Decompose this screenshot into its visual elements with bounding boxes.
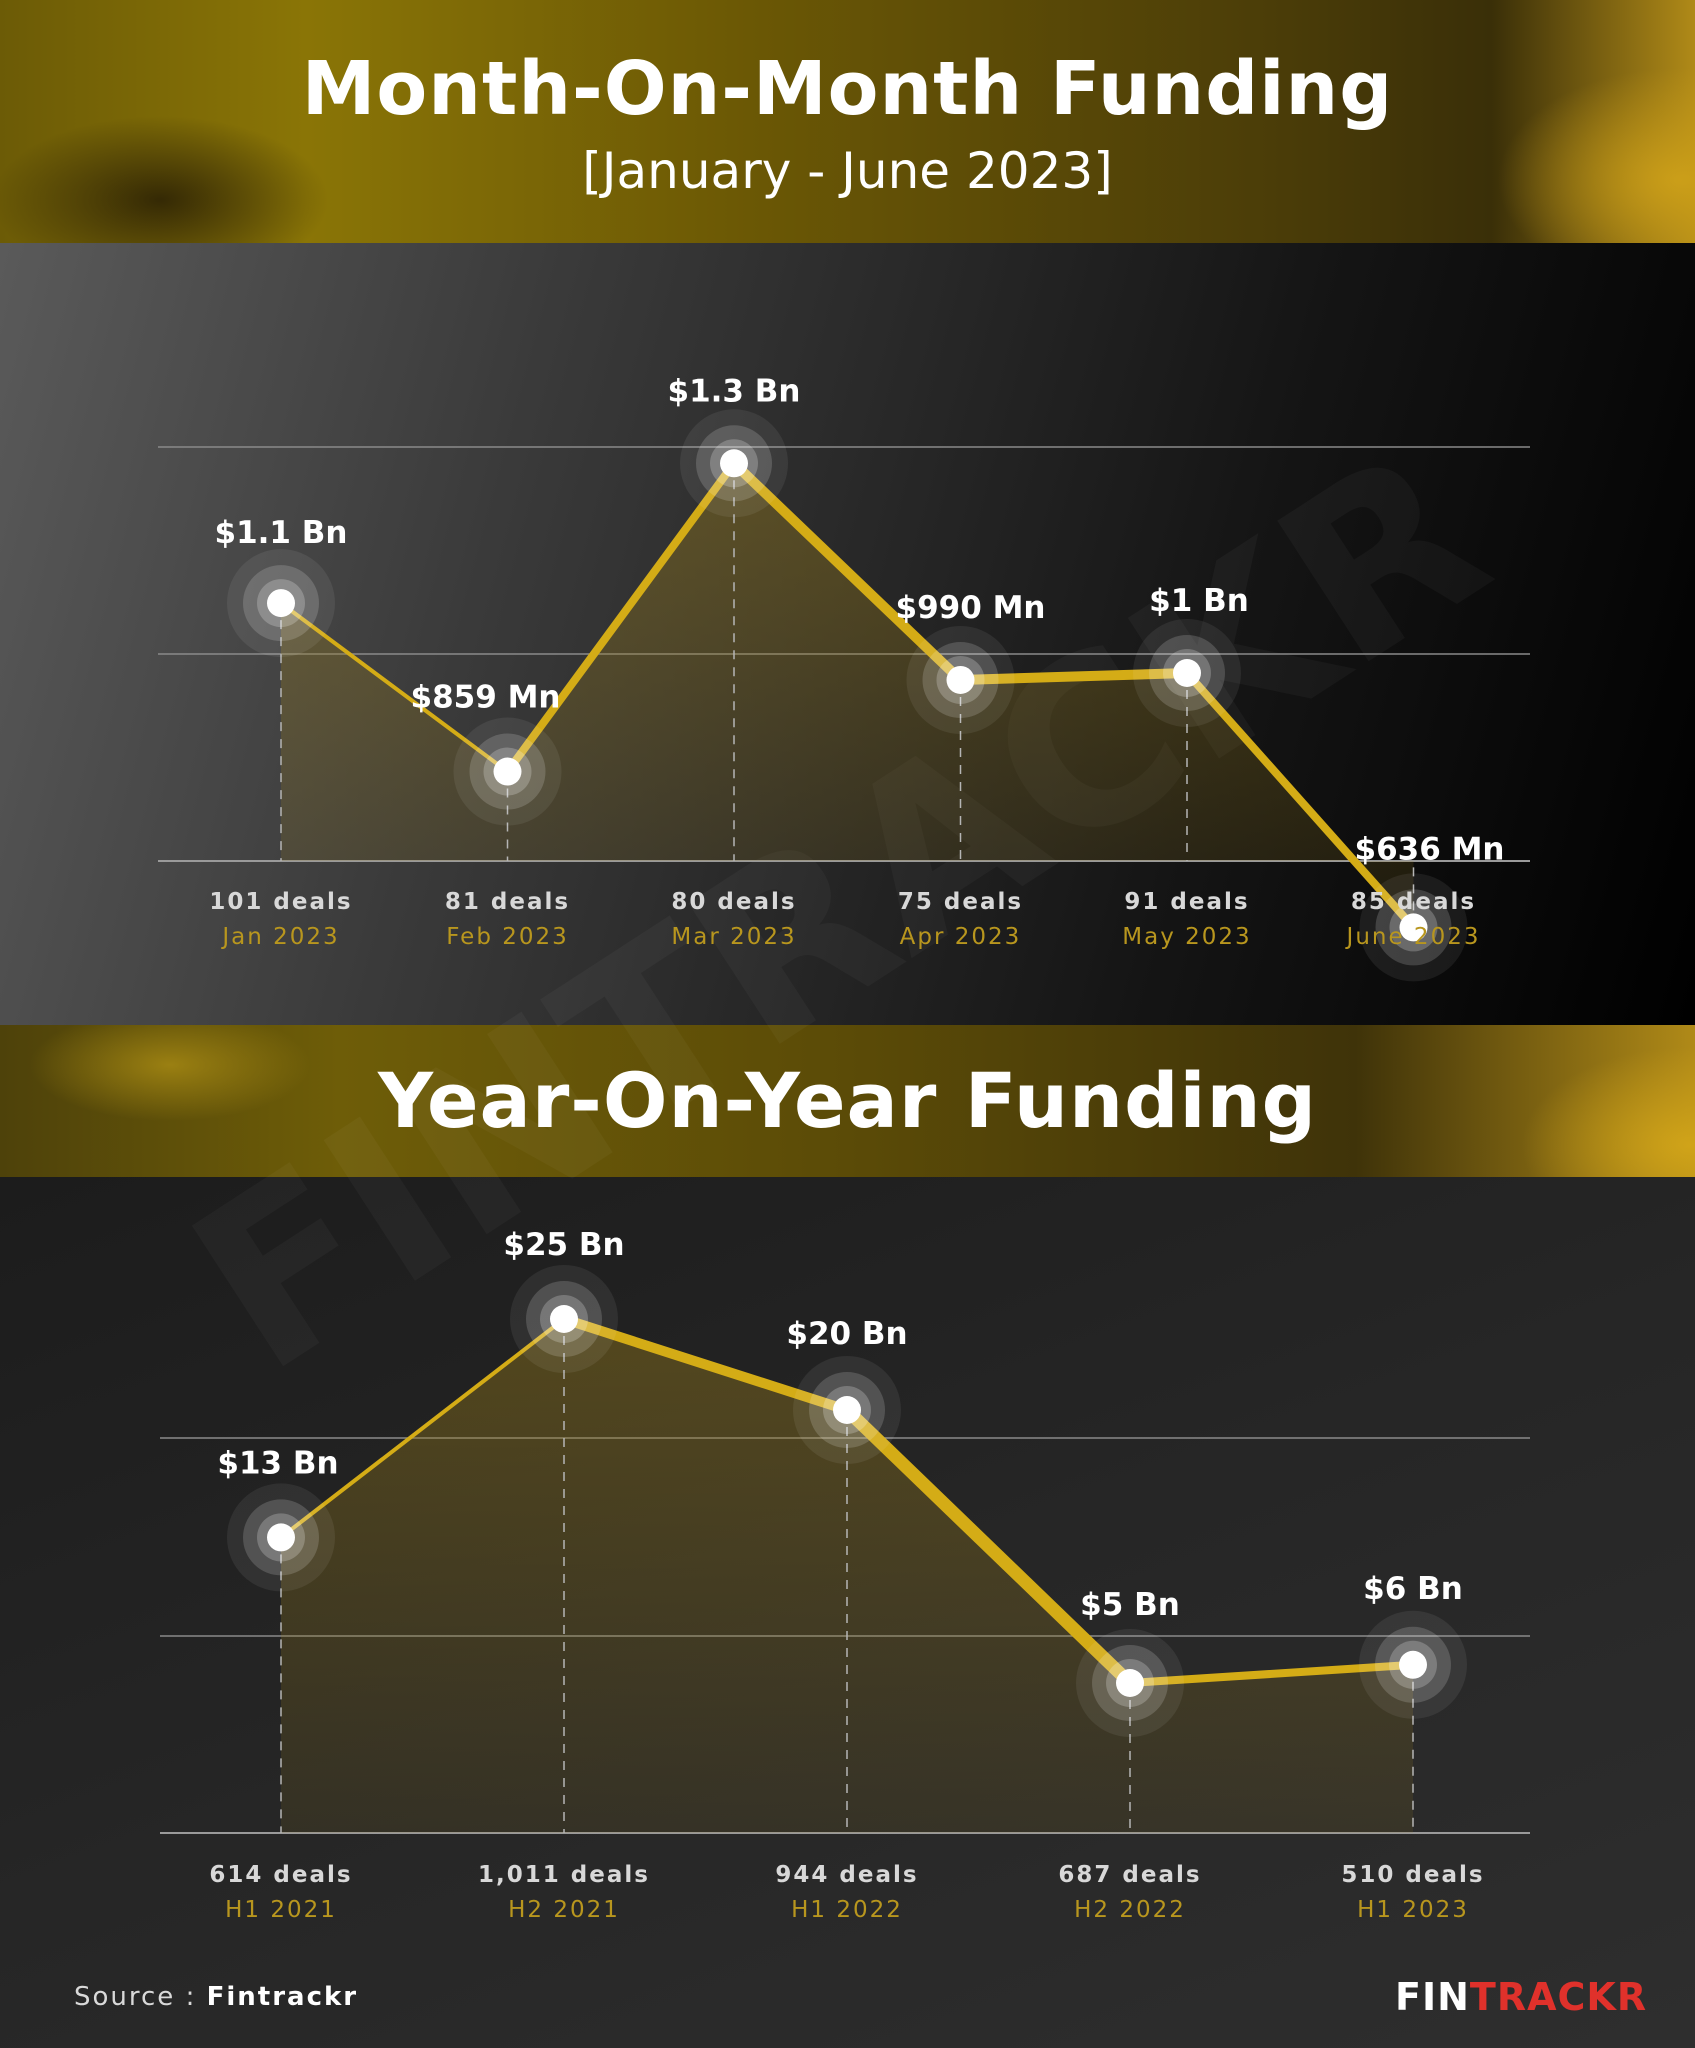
section-title: Year-On-Year Funding xyxy=(377,1056,1318,1145)
data-point xyxy=(1133,619,1241,727)
category-label: H2 2021 xyxy=(508,1897,620,1923)
value-label: $1 Bn xyxy=(1149,583,1249,619)
data-point xyxy=(510,1265,618,1373)
category-label: Jan 2023 xyxy=(220,924,339,950)
series-line-segment xyxy=(729,458,966,685)
source-name: Fintrackr xyxy=(206,1982,359,2012)
deals-label: 510 deals xyxy=(1341,1862,1484,1888)
series-line-segment xyxy=(279,1317,566,1540)
source-credit: Source : Fintrackr xyxy=(74,1982,358,2012)
deals-label: 687 deals xyxy=(1058,1862,1201,1888)
series-line-segment xyxy=(559,1314,852,1415)
value-label: $859 Mn xyxy=(411,680,561,716)
data-point xyxy=(680,409,788,518)
value-label: $13 Bn xyxy=(217,1445,338,1481)
value-label: $5 Bn xyxy=(1080,1587,1180,1623)
series-line-segment xyxy=(503,459,738,776)
value-label: $990 Mn xyxy=(896,590,1046,626)
deals-label: 944 deals xyxy=(775,1862,918,1888)
deals-label: 91 deals xyxy=(1124,889,1249,915)
yoy-funding-chart: $13 Bn $25 Bn $20 Bn $5 Bn $6 Bn 614 deals H1 … xyxy=(160,1227,1530,1923)
page-title: Month-On-Month Funding xyxy=(301,46,1394,132)
category-label: H2 2022 xyxy=(1074,1897,1186,1923)
fintrackr-logo: FINTRACKR xyxy=(1395,1975,1647,2019)
section-banner xyxy=(0,1025,1695,1177)
deals-label: 614 deals xyxy=(209,1862,352,1888)
series-line-segment xyxy=(1183,669,1418,932)
data-point xyxy=(1076,1629,1184,1737)
deals-label: 75 deals xyxy=(898,889,1023,915)
data-point xyxy=(227,1483,335,1592)
data-point xyxy=(793,1356,901,1464)
category-label: H1 2022 xyxy=(791,1897,903,1923)
data-point xyxy=(453,717,562,826)
series-line-segment xyxy=(279,601,510,774)
page-subtitle: [January - June 2023] xyxy=(582,142,1113,200)
value-label: $1.3 Bn xyxy=(668,373,801,409)
deals-label: 81 deals xyxy=(445,889,570,915)
mom-funding-chart: $1.1 Bn $859 Mn $1.3 Bn $990 Mn $1 Bn $636 Mn… xyxy=(158,373,1530,982)
category-label: May 2023 xyxy=(1122,924,1251,950)
data-point xyxy=(227,549,335,658)
deals-label: 101 deals xyxy=(209,889,352,915)
series-line-segment xyxy=(955,668,1192,685)
value-label: $1.1 Bn xyxy=(215,515,348,551)
header-banner xyxy=(0,0,1695,243)
series-line-segment xyxy=(1126,1660,1417,1687)
category-label: Mar 2023 xyxy=(671,924,796,950)
value-label: $20 Bn xyxy=(786,1316,907,1352)
category-label: June 2023 xyxy=(1345,924,1481,950)
deals-label: 85 deals xyxy=(1351,889,1476,915)
category-label: H1 2021 xyxy=(225,1897,337,1923)
series-line-segment xyxy=(840,1403,1137,1690)
deals-label: 80 deals xyxy=(671,889,796,915)
area-fill xyxy=(281,463,1414,928)
deals-label: 1,011 deals xyxy=(478,1862,650,1888)
data-point xyxy=(1359,1610,1467,1719)
category-label: Apr 2023 xyxy=(900,924,1022,950)
category-label: H1 2023 xyxy=(1357,1897,1469,1923)
value-label: $25 Bn xyxy=(503,1227,624,1263)
category-label: Feb 2023 xyxy=(446,924,569,950)
value-label: $6 Bn xyxy=(1363,1571,1463,1607)
source-prefix: Source : xyxy=(74,1982,207,2012)
data-point xyxy=(1359,873,1468,982)
logo-trackr: TRACKR xyxy=(1469,1975,1648,2019)
value-label: $636 Mn xyxy=(1355,831,1505,867)
data-point xyxy=(906,625,1015,734)
logo-fin: FIN xyxy=(1395,1975,1470,2019)
